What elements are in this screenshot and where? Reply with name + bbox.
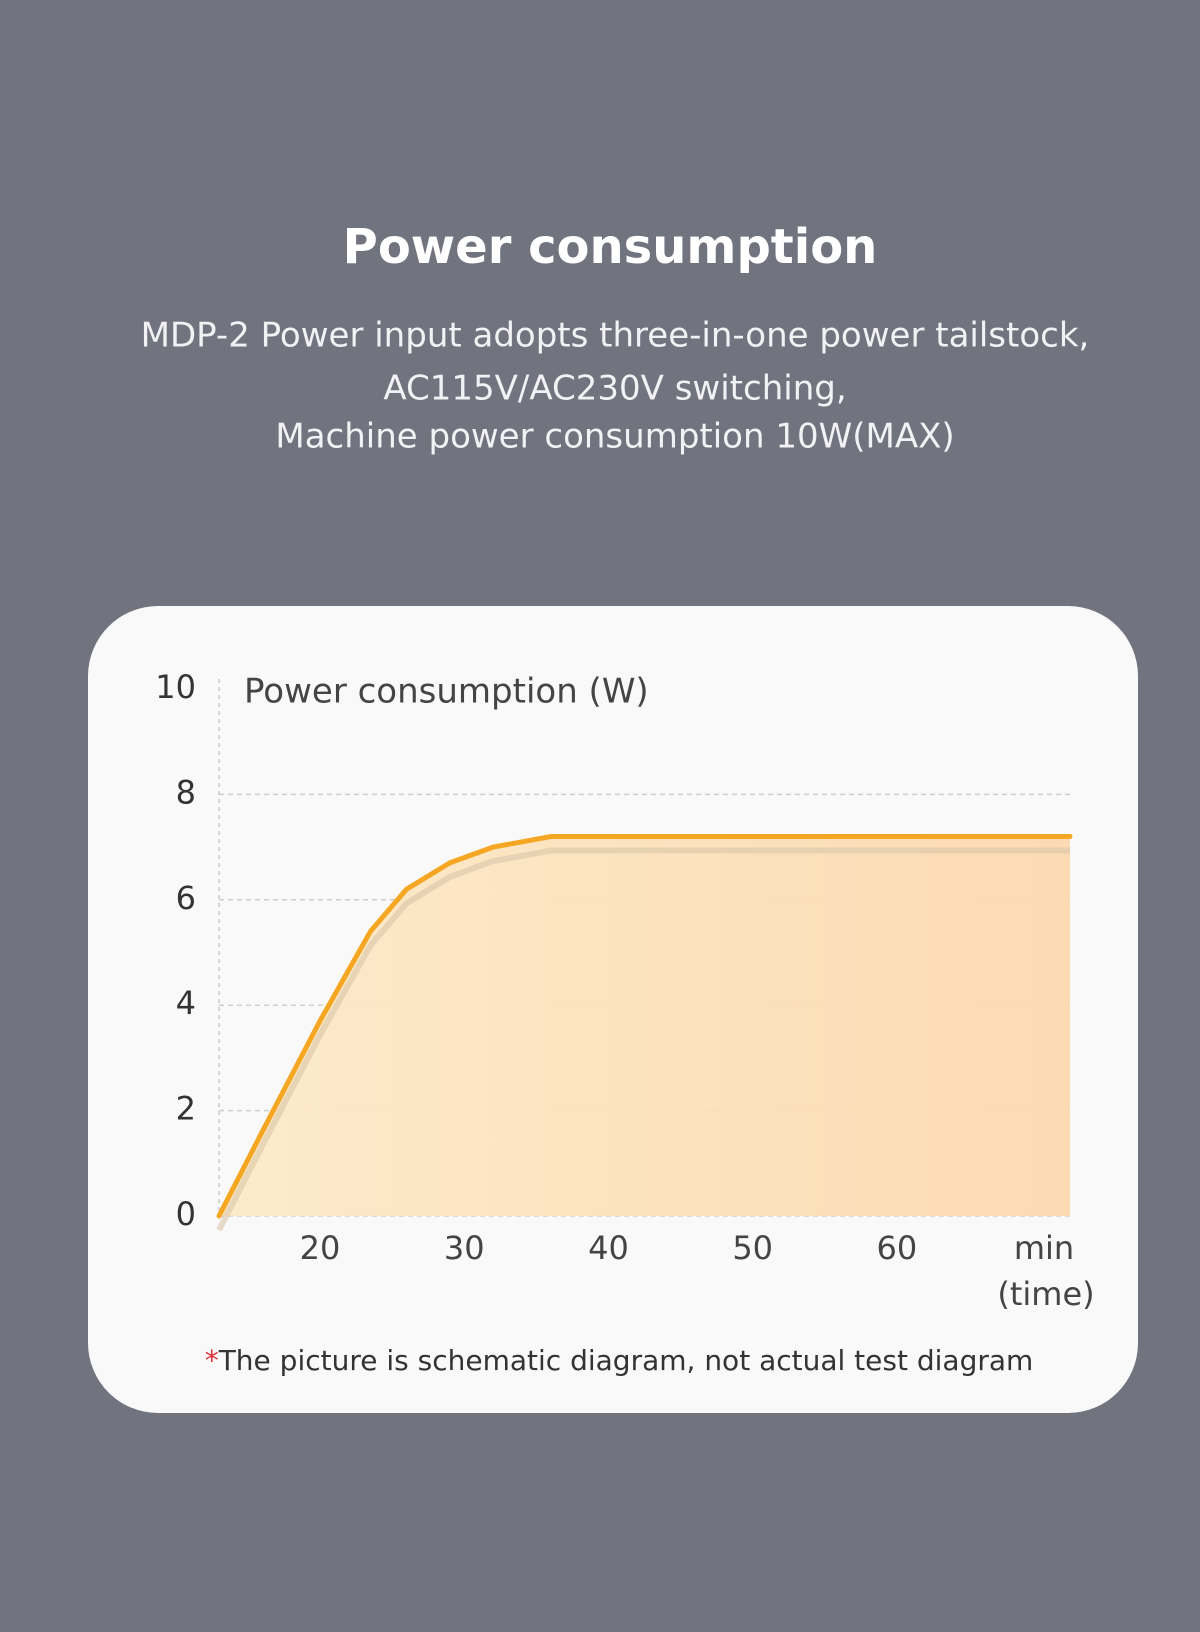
x-tick-label: 50: [732, 1229, 773, 1267]
y-axis-label: Power consumption (W): [244, 672, 649, 712]
y-tick-label: 4: [176, 984, 196, 1022]
footnote-marker: *: [205, 1344, 219, 1377]
chart: 0 2 4 6 8 10 20 30 40 50 60 min (time) Power consumpt…: [155, 668, 1094, 1313]
x-tick-label: 20: [300, 1229, 341, 1267]
y-tick-label: 8: [176, 773, 196, 811]
y-tick-label: 6: [176, 879, 196, 917]
description-line: MDP-2 Power input adopts three-in-one po…: [141, 316, 1090, 356]
y-tick-label: 10: [155, 668, 196, 706]
description-line: Machine power consumption 10W(MAX): [275, 417, 954, 457]
x-tick-label: 60: [877, 1229, 918, 1267]
page-title: Power consumption: [343, 219, 878, 275]
y-tick-label: 0: [176, 1195, 196, 1233]
line-shadow: [216, 847, 1070, 1232]
description-line: AC115V/AC230V switching,: [383, 369, 846, 409]
line: [216, 834, 1073, 1219]
x-tick-label: 30: [444, 1229, 485, 1267]
footnote: *The picture is schematic diagram, not a…: [205, 1344, 1034, 1377]
x-unit-label: (time): [997, 1275, 1094, 1313]
footnote-text: The picture is schematic diagram, not ac…: [218, 1344, 1034, 1377]
area-fill: [219, 836, 1070, 1216]
x-unit-label: min: [1014, 1229, 1074, 1267]
y-tick-label: 2: [176, 1090, 196, 1128]
x-tick-label: 40: [588, 1229, 629, 1267]
